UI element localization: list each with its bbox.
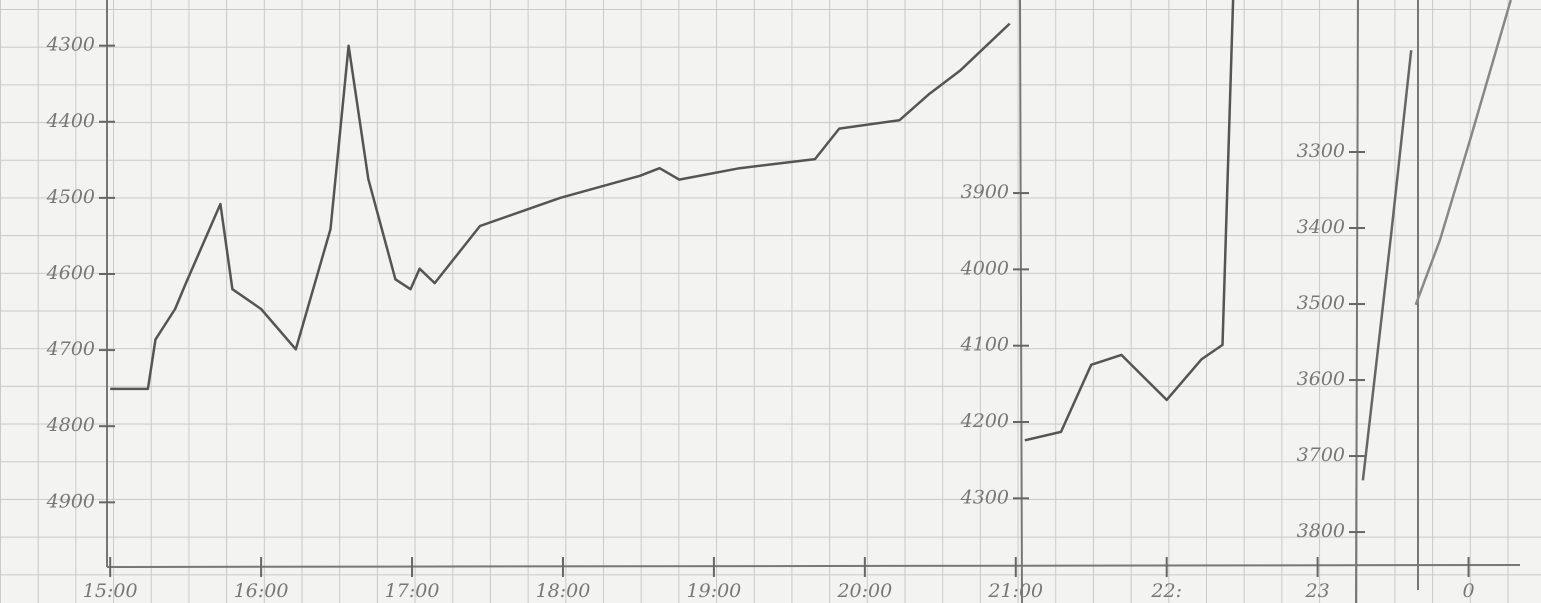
y-tick-label: 3800: [1297, 520, 1345, 542]
y-tick-label: 4400: [46, 110, 95, 132]
x-axis: [106, 564, 1521, 568]
y-tick-label: 4600: [46, 262, 95, 284]
x-tick-label: 18:00: [536, 580, 591, 602]
x-tick-label: 15:00: [83, 580, 138, 602]
y-tick-label: 4300: [46, 34, 95, 56]
series-line: [1024, 0, 1235, 442]
y-tick-label: 3900: [961, 181, 1009, 203]
y-tick-label: 3600: [1297, 368, 1345, 390]
x-tick-label: 23: [1305, 580, 1330, 602]
y-tick-label: 4700: [46, 338, 95, 360]
y-tick-label: 4300: [960, 486, 1009, 508]
y-tick-label: 3300: [1297, 140, 1345, 162]
middle-axis: [1019, 0, 1023, 603]
x-tick-label: 21:00: [987, 580, 1043, 602]
y-tick-label: 3400: [1297, 216, 1345, 238]
x-tick-label: 19:00: [687, 580, 742, 602]
x-tick-label: 22:: [1150, 580, 1182, 602]
y-tick-label: 3700: [1297, 444, 1345, 466]
x-tick-label: 0: [1463, 580, 1475, 602]
x-tick-label: 16:00: [234, 580, 289, 602]
y-tick-label: 4100: [960, 334, 1009, 356]
x-tick-label: 20:00: [836, 580, 892, 602]
y-tick-label: 4200: [960, 410, 1009, 432]
y-tick-label: 4800: [46, 414, 95, 436]
series-line: [110, 22, 1011, 391]
right-axis: [1355, 0, 1359, 603]
y-tick-label: 4900: [46, 490, 95, 512]
y-tick-label: 4000: [960, 257, 1009, 279]
x-tick-label: 17:00: [385, 580, 440, 602]
series-line: [1361, 50, 1413, 481]
y-tick-label: 4500: [46, 186, 95, 208]
y-tick-label: 3500: [1297, 292, 1345, 314]
series-line: [1414, 0, 1513, 306]
